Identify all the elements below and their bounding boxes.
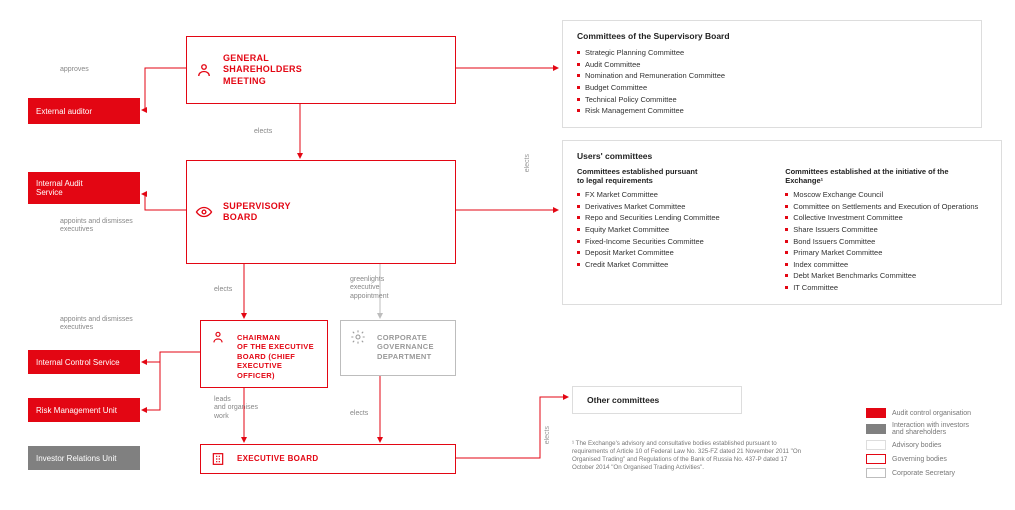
other-committees-panel: Other committees <box>572 386 742 414</box>
footnote: ¹ The Exchange's advisory and consultati… <box>572 440 802 472</box>
internal-audit-box: Internal Audit Service <box>28 172 140 204</box>
list-item: Credit Market Committee <box>577 259 745 271</box>
legend-label: Advisory bodies <box>892 442 941 449</box>
list-item: Bond Issuers Committee <box>785 236 987 248</box>
list-item: Debt Market Benchmarks Committee <box>785 270 987 282</box>
list-item: Derivatives Market Committee <box>577 201 745 213</box>
elects-label-3: elects <box>350 410 368 418</box>
greenlights-label: greenlights executive appointment <box>350 276 389 301</box>
approves-label: approves <box>60 66 89 74</box>
exec-board-title: EXECUTIVE BOARD <box>235 448 326 470</box>
corp-gov-title: CORPORATE GOVERNANCE DEPARTMENT <box>375 327 442 367</box>
chairman-box: CHAIRMAN OF THE EXECUTIVE BOARD (CHIEF E… <box>200 320 328 388</box>
list-item: Technical Policy Committee <box>577 94 967 106</box>
col2-sub: Committees established at the initiative… <box>785 167 987 185</box>
exec-board-box: EXECUTIVE BOARD <box>200 444 456 474</box>
eye-icon <box>187 203 221 221</box>
supervisory-box: SUPERVISORY BOARD <box>186 160 456 264</box>
list-item: IT Committee <box>785 282 987 294</box>
gsm-box: GENERAL SHAREHOLDERS MEETING <box>186 36 456 104</box>
list-item: Collective Investment Committee <box>785 212 987 224</box>
building-icon <box>201 451 235 467</box>
users-col1-list: FX Market CommitteeDerivatives Market Co… <box>577 189 745 270</box>
supervisory-committees-panel: Committees of the Supervisory Board Stra… <box>562 20 982 128</box>
list-item: Nomination and Remuneration Committee <box>577 70 967 82</box>
list-item: Share Issuers Committee <box>785 224 987 236</box>
chairman-title: CHAIRMAN OF THE EXECUTIVE BOARD (CHIEF E… <box>235 327 322 386</box>
external-auditor-box: External auditor <box>28 98 140 124</box>
swatch-outline-red <box>866 454 886 464</box>
label: Internal Control Service <box>36 358 120 367</box>
list-item: Fixed-Income Securities Committee <box>577 236 745 248</box>
panel-title: Other committees <box>587 395 727 405</box>
label: External auditor <box>36 107 92 116</box>
legend-row: Advisory bodies <box>866 440 1015 450</box>
leads-label: leads and organises work <box>214 396 258 421</box>
list-item: Index committee <box>785 259 987 271</box>
list-item: Audit Committee <box>577 59 967 71</box>
users-committees-panel: Users' committees Committees established… <box>562 140 1002 305</box>
list-item: Moscow Exchange Council <box>785 189 987 201</box>
person-icon <box>201 327 235 345</box>
label: Risk Management Unit <box>36 406 117 415</box>
label: Investor Relations Unit <box>36 454 116 463</box>
appoints-label-1: appoints and dismisses executives <box>60 218 133 235</box>
swatch-outline-light <box>866 440 886 450</box>
corp-gov-box: CORPORATE GOVERNANCE DEPARTMENT <box>340 320 456 376</box>
legend-row: Governing bodies <box>866 454 1015 464</box>
elects-label-2: elects <box>214 286 232 294</box>
list-item: Primary Market Committee <box>785 247 987 259</box>
elects-vlabel-2: elects <box>544 426 551 444</box>
list-item: Repo and Securities Lending Committee <box>577 212 745 224</box>
gsm-title: GENERAL SHAREHOLDERS MEETING <box>221 47 310 93</box>
list-item: Deposit Market Committee <box>577 247 745 259</box>
investor-relations-box: Investor Relations Unit <box>28 446 140 470</box>
list-item: Risk Management Committee <box>577 105 967 117</box>
elects-label-1: elects <box>254 128 272 136</box>
appoints-label-2: appoints and dismisses executives <box>60 316 133 333</box>
supervisory-committees-list: Strategic Planning CommitteeAudit Commit… <box>577 47 967 117</box>
swatch-red <box>866 408 886 418</box>
label: Internal Audit Service <box>36 179 83 197</box>
list-item: Strategic Planning Committee <box>577 47 967 59</box>
panel-title: Committees of the Supervisory Board <box>577 31 967 41</box>
people-icon <box>187 61 221 79</box>
swatch-grey <box>866 424 886 434</box>
legend-label: Corporate Secretary <box>892 470 955 477</box>
legend-row: Audit control organisation <box>866 408 1015 418</box>
users-col2-list: Moscow Exchange CouncilCommittee on Sett… <box>785 189 987 294</box>
legend-row: Corporate Secretary <box>866 468 1015 478</box>
panel-title: Users' committees <box>577 151 987 161</box>
swatch-outline-grey <box>866 468 886 478</box>
col1-sub: Committees established pursuant to legal… <box>577 167 745 185</box>
legend-label: Governing bodies <box>892 456 947 463</box>
gear-icon <box>341 327 375 345</box>
list-item: Committee on Settlements and Execution o… <box>785 201 987 213</box>
legend: Audit control organisation Interaction w… <box>866 408 1015 482</box>
list-item: Equity Market Committee <box>577 224 745 236</box>
legend-row: Interaction with investors and sharehold… <box>866 422 1015 436</box>
risk-mgmt-box: Risk Management Unit <box>28 398 140 422</box>
elects-vlabel-1: elects <box>524 154 531 172</box>
list-item: FX Market Committee <box>577 189 745 201</box>
internal-control-box: Internal Control Service <box>28 350 140 374</box>
list-item: Budget Committee <box>577 82 967 94</box>
legend-label: Interaction with investors and sharehold… <box>892 422 969 436</box>
supervisory-title: SUPERVISORY BOARD <box>221 195 299 230</box>
legend-label: Audit control organisation <box>892 410 971 417</box>
